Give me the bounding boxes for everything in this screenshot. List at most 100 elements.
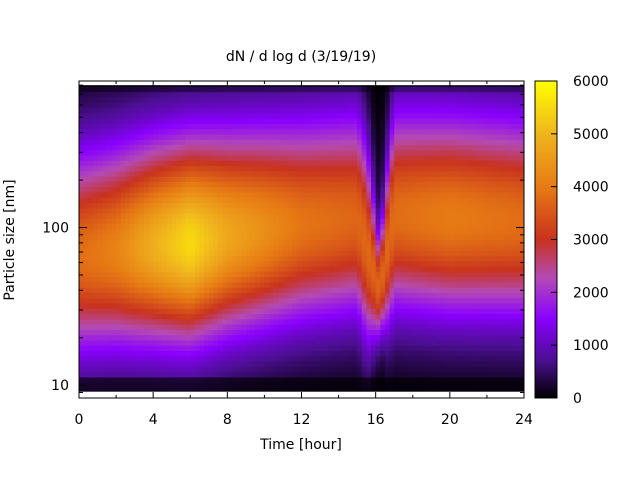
- heatmap-cell: [255, 281, 261, 288]
- heatmap-cell: [375, 382, 381, 389]
- heatmap-cell: [357, 345, 363, 352]
- heatmap-cell: [162, 292, 168, 299]
- heatmap-cell: [106, 123, 113, 130]
- heatmap-cell: [315, 244, 321, 251]
- heatmap-cell: [111, 149, 117, 156]
- heatmap-cell: [445, 302, 451, 309]
- heatmap-cell: [199, 287, 205, 293]
- heatmap-cell: [371, 133, 377, 140]
- heatmap-cell: [208, 144, 215, 151]
- heatmap-cell: [463, 376, 469, 383]
- heatmap-cell: [79, 234, 85, 241]
- heatmap-cell: [204, 186, 210, 193]
- heatmap-cell: [324, 197, 330, 204]
- heatmap-cell: [143, 207, 150, 214]
- heatmap-cell: [167, 387, 173, 394]
- heatmap-cell: [394, 197, 400, 204]
- heatmap-cell: [306, 186, 312, 193]
- heatmap-cell: [222, 176, 228, 182]
- heatmap-cell: [329, 117, 335, 124]
- heatmap-cell: [292, 91, 298, 98]
- heatmap-cell: [347, 244, 354, 251]
- heatmap-cell: [79, 276, 85, 283]
- heatmap-cell: [449, 355, 456, 362]
- heatmap-cell: [454, 334, 460, 341]
- heatmap-cell: [88, 302, 94, 309]
- heatmap-cell: [176, 165, 182, 172]
- heatmap-cell: [143, 371, 150, 378]
- heatmap-cell: [403, 86, 409, 93]
- heatmap-cell: [352, 197, 358, 204]
- heatmap-cell: [231, 144, 238, 151]
- heatmap-cell: [120, 255, 126, 262]
- heatmap-cell: [106, 308, 113, 315]
- heatmap-cell: [208, 186, 215, 193]
- heatmap-cell: [357, 228, 363, 235]
- heatmap-cell: [292, 339, 298, 346]
- heatmap-cell: [352, 91, 358, 98]
- heatmap-cell: [366, 361, 372, 367]
- heatmap-cell: [445, 350, 451, 357]
- heatmap-cell: [176, 339, 182, 346]
- heatmap-cell: [357, 91, 363, 98]
- heatmap-cell: [227, 91, 233, 98]
- heatmap-cell: [236, 197, 242, 204]
- heatmap-cell: [199, 133, 205, 140]
- heatmap-cell: [333, 334, 340, 341]
- heatmap-cell: [403, 302, 409, 309]
- heatmap-cell: [83, 181, 89, 188]
- heatmap-cell: [162, 228, 168, 235]
- heatmap-cell: [287, 181, 293, 188]
- heatmap-cell: [88, 297, 94, 304]
- heatmap-cell: [357, 313, 363, 320]
- heatmap-cell: [435, 139, 442, 145]
- heatmap-cell: [111, 117, 117, 124]
- heatmap-cell: [129, 149, 136, 156]
- heatmap-cell: [194, 181, 201, 188]
- heatmap-cell: [357, 350, 363, 357]
- heatmap-cell: [222, 302, 228, 309]
- heatmap-cell: [213, 308, 219, 315]
- heatmap-cell: [176, 91, 182, 98]
- heatmap-cell: [440, 260, 446, 267]
- heatmap-cell: [426, 371, 432, 378]
- heatmap-cell: [218, 376, 224, 383]
- heatmap-cell: [343, 355, 349, 362]
- heatmap-cell: [171, 213, 177, 219]
- heatmap-cell: [282, 366, 289, 373]
- heatmap-cell: [245, 318, 252, 325]
- heatmap-cell: [180, 202, 187, 209]
- heatmap-cell: [92, 376, 99, 383]
- heatmap-cell: [208, 318, 215, 325]
- heatmap-cell: [403, 144, 409, 151]
- heatmap-cell: [315, 302, 321, 309]
- heatmap-cell: [333, 387, 340, 394]
- heatmap-cell: [250, 318, 256, 325]
- heatmap-cell: [102, 213, 108, 219]
- heatmap-cell: [97, 234, 103, 241]
- heatmap-cell: [366, 271, 372, 278]
- heatmap-cell: [259, 202, 266, 209]
- heatmap-cell: [431, 213, 437, 219]
- heatmap-cell: [449, 186, 456, 193]
- heatmap-cell: [148, 218, 154, 225]
- heatmap-cell: [320, 139, 326, 145]
- heatmap-cell: [241, 186, 247, 193]
- heatmap-cell: [361, 361, 367, 367]
- heatmap-cell: [426, 91, 432, 98]
- heatmap-cell: [222, 181, 228, 188]
- heatmap-cell: [426, 276, 432, 283]
- heatmap-cell: [79, 366, 85, 373]
- heatmap-cell: [264, 313, 270, 320]
- heatmap-cell: [422, 281, 428, 288]
- heatmap-cell: [106, 181, 113, 188]
- heatmap-cell: [278, 350, 284, 357]
- heatmap-cell: [116, 355, 122, 362]
- heatmap-cell: [296, 387, 303, 394]
- heatmap-cell: [255, 250, 261, 256]
- heatmap-cell: [403, 117, 409, 124]
- heatmap-cell: [352, 139, 358, 145]
- heatmap-cell: [92, 181, 99, 188]
- heatmap-cell: [116, 318, 122, 325]
- heatmap-cell: [116, 276, 122, 283]
